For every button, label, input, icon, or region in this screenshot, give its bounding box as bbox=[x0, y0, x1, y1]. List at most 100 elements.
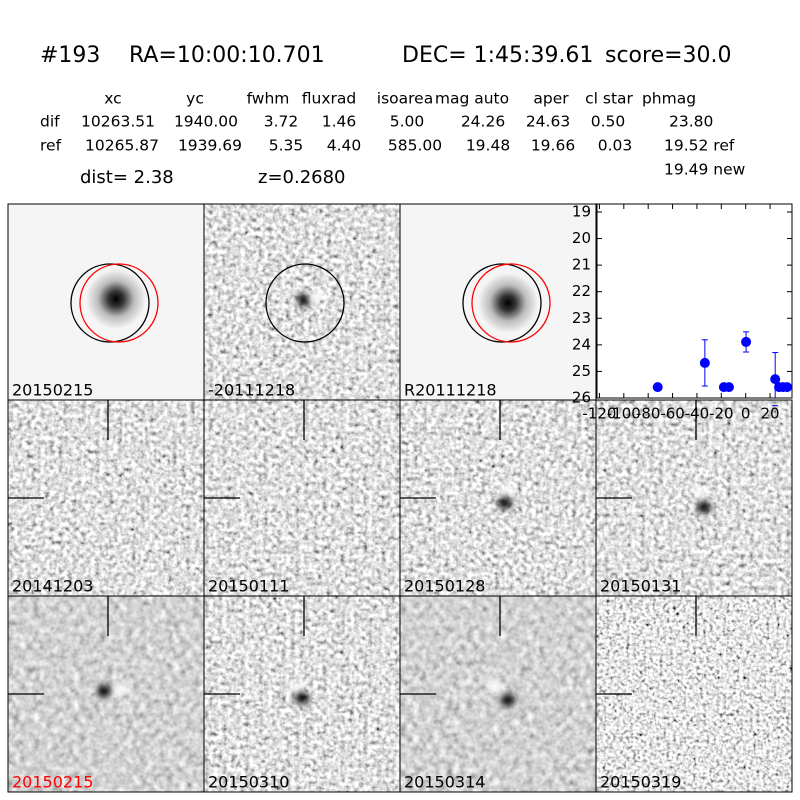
residual bbox=[498, 497, 512, 509]
score: score=30.0 bbox=[605, 43, 732, 68]
thumbnail: 20150319 bbox=[595, 595, 793, 793]
point bbox=[770, 374, 781, 385]
panel-label: 20150215 bbox=[12, 773, 93, 792]
y-tick-label: 24 bbox=[572, 335, 591, 353]
chart-background bbox=[597, 204, 792, 398]
panel-label: 20150215 bbox=[12, 381, 93, 400]
row-name: ref bbox=[40, 137, 62, 155]
cell: 5.35 bbox=[269, 137, 304, 155]
thumbnail: R20111218 bbox=[399, 203, 597, 401]
thumbnail: 20141203 bbox=[7, 399, 205, 597]
panel-label: 20150314 bbox=[404, 773, 485, 792]
aperture bbox=[265, 263, 345, 343]
aperture bbox=[471, 263, 551, 343]
thumbnail: 20150314 bbox=[399, 595, 597, 793]
point bbox=[699, 357, 710, 368]
point bbox=[782, 382, 793, 393]
x-tick-label: -80 bbox=[636, 405, 661, 423]
x-tick-label: -100 bbox=[607, 405, 641, 423]
residual bbox=[113, 684, 127, 696]
y-tick-label: 26 bbox=[572, 389, 591, 407]
cell: 5.00 bbox=[390, 113, 425, 131]
y-tick-label: 25 bbox=[572, 362, 591, 380]
dist: dist= 2.38 bbox=[80, 167, 174, 188]
residual bbox=[501, 484, 515, 496]
cell: 10263.51 bbox=[81, 113, 155, 131]
thumbnail: 20150215 bbox=[7, 595, 205, 793]
y-tick-label: 20 bbox=[572, 229, 591, 247]
y-tick-label: 19 bbox=[572, 202, 591, 220]
cell: 0.03 bbox=[598, 137, 633, 155]
residual bbox=[697, 501, 711, 513]
panel-label: 20150131 bbox=[600, 577, 681, 596]
point bbox=[652, 382, 663, 393]
stats-table: xc yc fwhm fluxrad isoarea mag auto aper cl sta… bbox=[40, 90, 735, 155]
aperture bbox=[462, 263, 542, 343]
residual bbox=[693, 486, 707, 498]
y-tick-label: 21 bbox=[572, 256, 591, 274]
residual bbox=[501, 694, 515, 706]
residual bbox=[290, 681, 304, 693]
column-header: mag auto bbox=[435, 90, 509, 108]
residual bbox=[488, 680, 502, 692]
column-header: yc bbox=[186, 90, 204, 108]
cell: 19.52 ref bbox=[664, 137, 735, 155]
phmag-new: 19.49 new bbox=[664, 161, 746, 179]
column-header: cl star bbox=[585, 90, 633, 108]
cell: 24.26 bbox=[461, 113, 505, 131]
cell: 3.72 bbox=[264, 113, 299, 131]
cell: 10265.87 bbox=[85, 137, 159, 155]
cell: 23.80 bbox=[669, 113, 713, 131]
x-tick-label: 20 bbox=[761, 405, 780, 423]
column-header: xc bbox=[104, 90, 121, 108]
column-header: aper bbox=[533, 90, 569, 108]
dec: DEC= 1:45:39.61 bbox=[402, 43, 593, 68]
thumbnail: 20150111 bbox=[203, 399, 401, 597]
panel-label: R20111218 bbox=[404, 381, 497, 400]
thumbnail: 20150128 bbox=[399, 399, 597, 597]
residual bbox=[297, 294, 311, 306]
column-header: isoarea bbox=[377, 90, 433, 108]
panel-label: 20150319 bbox=[600, 773, 681, 792]
cell: 1939.69 bbox=[178, 137, 242, 155]
candidate-id: #193 bbox=[40, 43, 100, 68]
panel-label: 20150128 bbox=[404, 577, 485, 596]
cell: 1940.00 bbox=[174, 113, 238, 131]
y-tick-label: 22 bbox=[572, 282, 591, 300]
residual bbox=[97, 685, 111, 697]
cell: 4.40 bbox=[327, 137, 362, 155]
panel-label: 20150111 bbox=[208, 577, 289, 596]
cell: 585.00 bbox=[388, 137, 442, 155]
cell: 24.63 bbox=[526, 113, 570, 131]
source bbox=[86, 269, 146, 329]
column-header: phmag bbox=[642, 90, 696, 108]
x-tick-label: -60 bbox=[660, 405, 685, 423]
thumbnail: 20150215 bbox=[7, 203, 205, 401]
x-tick-label: -120 bbox=[582, 405, 616, 423]
source bbox=[478, 273, 538, 333]
aperture bbox=[79, 263, 159, 343]
x-tick-label: -20 bbox=[709, 405, 734, 423]
y-tick-label: 23 bbox=[572, 309, 591, 327]
cell: 19.66 bbox=[531, 137, 575, 155]
thumbnail: -20111218 bbox=[203, 203, 401, 401]
column-header: fluxrad bbox=[302, 90, 356, 108]
panel-grid: 20150215 -20111218 R20111218 20141203 201501… bbox=[7, 203, 793, 793]
x-tick-label: -40 bbox=[685, 405, 710, 423]
row-name: dif bbox=[40, 113, 60, 131]
thumbnail: 20150131 bbox=[595, 399, 793, 597]
cell: 0.50 bbox=[591, 113, 626, 131]
cell: 19.48 bbox=[466, 137, 510, 155]
ra: RA=10:00:10.701 bbox=[129, 43, 325, 68]
point bbox=[741, 336, 752, 347]
chart-frame bbox=[596, 203, 793, 399]
light-curve: 19 20 21 22 23 24 25 26-120-100-80 -60 -40 -20 0 20 bbox=[572, 202, 793, 423]
panel-frame bbox=[595, 595, 793, 793]
residual bbox=[309, 291, 323, 303]
x-tick-label: 0 bbox=[741, 405, 751, 423]
residual bbox=[295, 692, 309, 704]
column-header: fwhm bbox=[247, 90, 290, 108]
panel-label: -20111218 bbox=[208, 381, 295, 400]
panel-label: 20150310 bbox=[208, 773, 289, 792]
